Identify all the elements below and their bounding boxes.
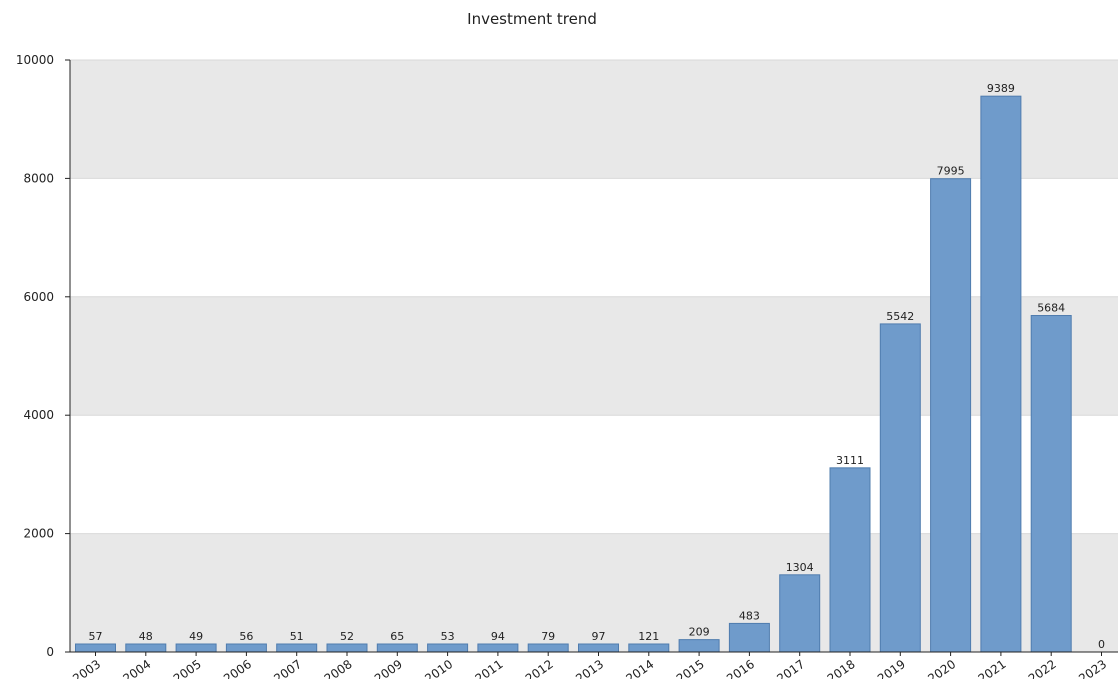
bar-2010 (427, 643, 469, 653)
data-labels: 57 48 49 56 51 52 65 53 94 79 97 121 209 483 1304 3111 5… (89, 82, 1106, 651)
axes (69, 60, 1118, 653)
data-label-2006: 56 (239, 630, 253, 643)
y-tick-label: 10000 (16, 53, 54, 67)
data-label-2019: 5542 (886, 310, 914, 323)
bar-2005 (175, 643, 217, 653)
bar-2018 (829, 467, 871, 653)
data-label-2015: 209 (689, 626, 710, 639)
data-label-2011: 94 (491, 630, 505, 643)
bar-2014 (628, 643, 670, 653)
x-tick-label-2007: 2007 (271, 657, 304, 679)
y-tick-label: 2000 (23, 527, 54, 541)
bar-2022 (1030, 315, 1072, 653)
x-tick-label-2005: 2005 (171, 657, 204, 679)
x-tick-label-2015: 2015 (674, 657, 707, 679)
x-tick-label-2014: 2014 (623, 657, 656, 679)
x-tick-label-2006: 2006 (221, 657, 254, 679)
x-tick-label-2004: 2004 (120, 657, 153, 679)
bar-2003 (75, 643, 116, 653)
y-tick-label: 0 (46, 645, 54, 659)
data-label-2013: 97 (592, 630, 606, 643)
x-tick-label-2011: 2011 (473, 657, 506, 679)
bar-2004 (125, 643, 167, 653)
y-tick-label: 4000 (23, 408, 54, 422)
data-label-2017: 1304 (786, 561, 814, 574)
background-band (70, 60, 1118, 179)
x-tick-label-2008: 2008 (322, 657, 355, 679)
x-tick-label-2021: 2021 (976, 657, 1009, 679)
bar-2019 (879, 323, 921, 653)
data-label-2012: 79 (541, 630, 555, 643)
x-tick-label-2023: 2023 (1076, 657, 1109, 679)
data-label-2004: 48 (139, 630, 153, 643)
x-axis-ticks: 2003 2004 2005 2006 2007 2008 2009 2010 2011 2012… (70, 652, 1109, 679)
bar-2017 (779, 574, 821, 653)
bar-2011 (477, 643, 519, 653)
data-label-2023: 0 (1098, 638, 1105, 651)
data-label-2014: 121 (638, 630, 659, 643)
x-tick-label-2016: 2016 (724, 657, 757, 679)
x-tick-label-2019: 2019 (875, 657, 908, 679)
x-tick-label-2003: 2003 (70, 657, 103, 679)
bar-2006 (225, 643, 267, 653)
x-tick-label-2009: 2009 (372, 657, 405, 679)
bar-2009 (376, 643, 418, 653)
data-label-2021: 9389 (987, 82, 1015, 95)
data-label-2020: 7995 (937, 165, 965, 178)
x-tick-label-2022: 2022 (1026, 657, 1059, 679)
x-tick-label-2018: 2018 (825, 657, 858, 679)
bar-2021 (980, 95, 1022, 653)
x-tick-label-2010: 2010 (422, 657, 455, 679)
data-label-2007: 51 (290, 630, 304, 643)
bar-2015 (678, 639, 720, 653)
x-tick-label-2017: 2017 (774, 657, 807, 679)
bar-2007 (276, 643, 318, 653)
bar-2020 (930, 178, 972, 653)
x-tick-label-2020: 2020 (925, 657, 958, 679)
data-label-2022: 5684 (1037, 302, 1065, 315)
data-label-2010: 53 (441, 630, 455, 643)
chart-title: Investment trend (467, 10, 597, 28)
y-tick-label: 8000 (23, 171, 54, 185)
data-label-2008: 52 (340, 630, 354, 643)
bar-2008 (326, 643, 368, 653)
data-label-2016: 483 (739, 609, 760, 622)
y-axis-ticks: 0 2000 4000 6000 8000 10000 (16, 53, 70, 659)
x-tick-label-2013: 2013 (573, 657, 606, 679)
x-tick-label-2012: 2012 (523, 657, 556, 679)
data-label-2005: 49 (189, 630, 203, 643)
data-label-2009: 65 (390, 630, 404, 643)
bar-2012 (527, 643, 569, 653)
data-label-2018: 3111 (836, 454, 864, 467)
y-tick-label: 6000 (23, 290, 54, 304)
data-label-2003: 57 (89, 630, 103, 643)
bar-2016 (728, 622, 770, 653)
bar-2013 (578, 643, 619, 653)
